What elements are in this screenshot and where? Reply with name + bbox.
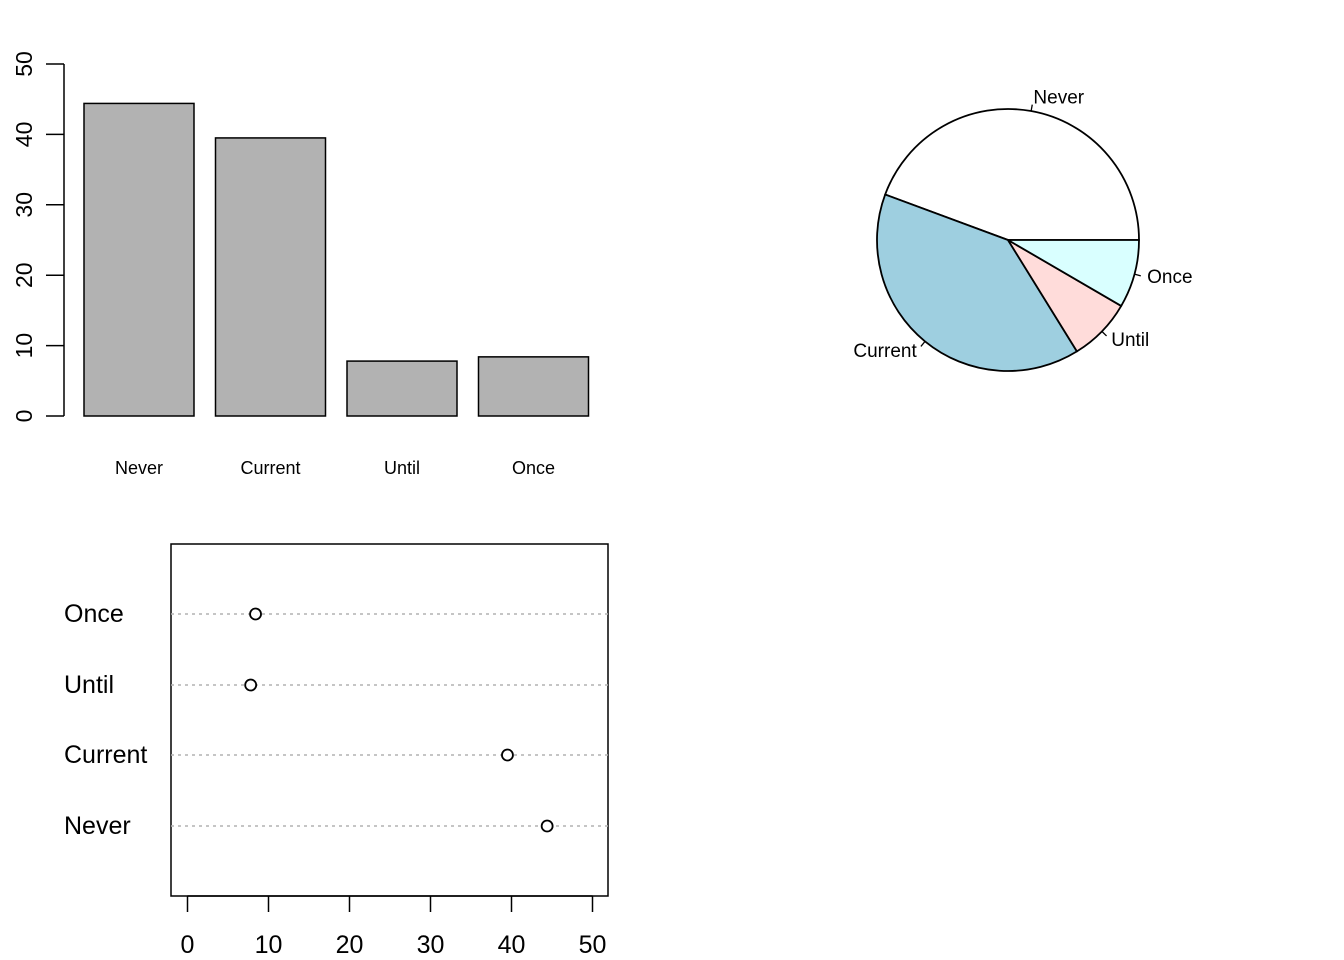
- dot-label-never: Never: [64, 812, 131, 840]
- bar-category-labels: Never Current Until Once: [115, 458, 555, 478]
- bar-current: [214, 137, 327, 417]
- bar-y-tick-label-30: 30: [11, 192, 37, 218]
- pie-label-tick-until: [1101, 330, 1108, 337]
- pie-label-until: Until: [1111, 330, 1149, 351]
- dot-point-until: [244, 678, 258, 692]
- pie-label-current: Current: [853, 341, 917, 362]
- dot-label-until: Until: [64, 671, 114, 699]
- bar-until: [346, 360, 458, 417]
- bar-y-tick-label-20: 20: [11, 262, 37, 288]
- bar-label-once: Once: [512, 458, 555, 478]
- dot-plot-frame: [170, 543, 609, 897]
- bar-label-until: Until: [384, 458, 420, 478]
- bar-label-never: Never: [115, 458, 163, 478]
- dot-points: [244, 607, 554, 833]
- dot-x-tick-label-10: 10: [255, 931, 283, 959]
- pie-label-tick-once: [1134, 273, 1141, 277]
- dot-point-current: [501, 748, 514, 762]
- bar-y-tick-label-0: 0: [11, 410, 37, 423]
- bar-never: [83, 102, 195, 417]
- dot-x-tick-label-40: 40: [498, 931, 526, 959]
- pie-slice-never: [884, 108, 1140, 241]
- pie-slice-current: [876, 193, 1078, 372]
- pie-labels: Never Current Until Once: [853, 88, 1192, 362]
- dot-gridlines: [171, 613, 608, 827]
- bar-y-tick-label-40: 40: [11, 122, 37, 148]
- bar-chart: 0 10 20 30 40 50 Never Current Until Once: [11, 51, 590, 478]
- dot-x-tick-label-50: 50: [579, 931, 607, 959]
- bar-label-current: Current: [240, 458, 300, 478]
- pie-label-never: Never: [1033, 88, 1084, 109]
- dot-x-tick-label-0: 0: [181, 931, 195, 959]
- dot-x-tick-label-30: 30: [417, 931, 445, 959]
- dot-label-once: Once: [64, 600, 124, 628]
- dot-point-never: [540, 819, 554, 833]
- dot-x-tick-label-20: 20: [336, 931, 364, 959]
- pie-label-tick-never: [1030, 104, 1033, 112]
- dot-category-labels: Never Current Until Once: [64, 600, 147, 840]
- dot-point-once: [249, 607, 262, 621]
- bar-y-tick-label-10: 10: [11, 333, 37, 359]
- bar-bars: [83, 102, 590, 417]
- dot-chart: Never Current Until Once 0 10 20 30 40 50: [64, 543, 609, 959]
- dot-label-current: Current: [64, 741, 147, 769]
- bar-y-axis: 0 10 20 30 40 50: [11, 51, 65, 423]
- pie-slice-once: [1007, 239, 1140, 307]
- pie-chart: Never Current Until Once: [853, 88, 1193, 372]
- pie-slices: [876, 108, 1140, 372]
- bar-once: [477, 356, 590, 417]
- pie-label-once: Once: [1147, 267, 1192, 288]
- bar-y-tick-label-50: 50: [11, 51, 37, 77]
- dot-x-axis: 0 10 20 30 40 50: [181, 895, 607, 959]
- pie-label-tick-current: [920, 340, 926, 347]
